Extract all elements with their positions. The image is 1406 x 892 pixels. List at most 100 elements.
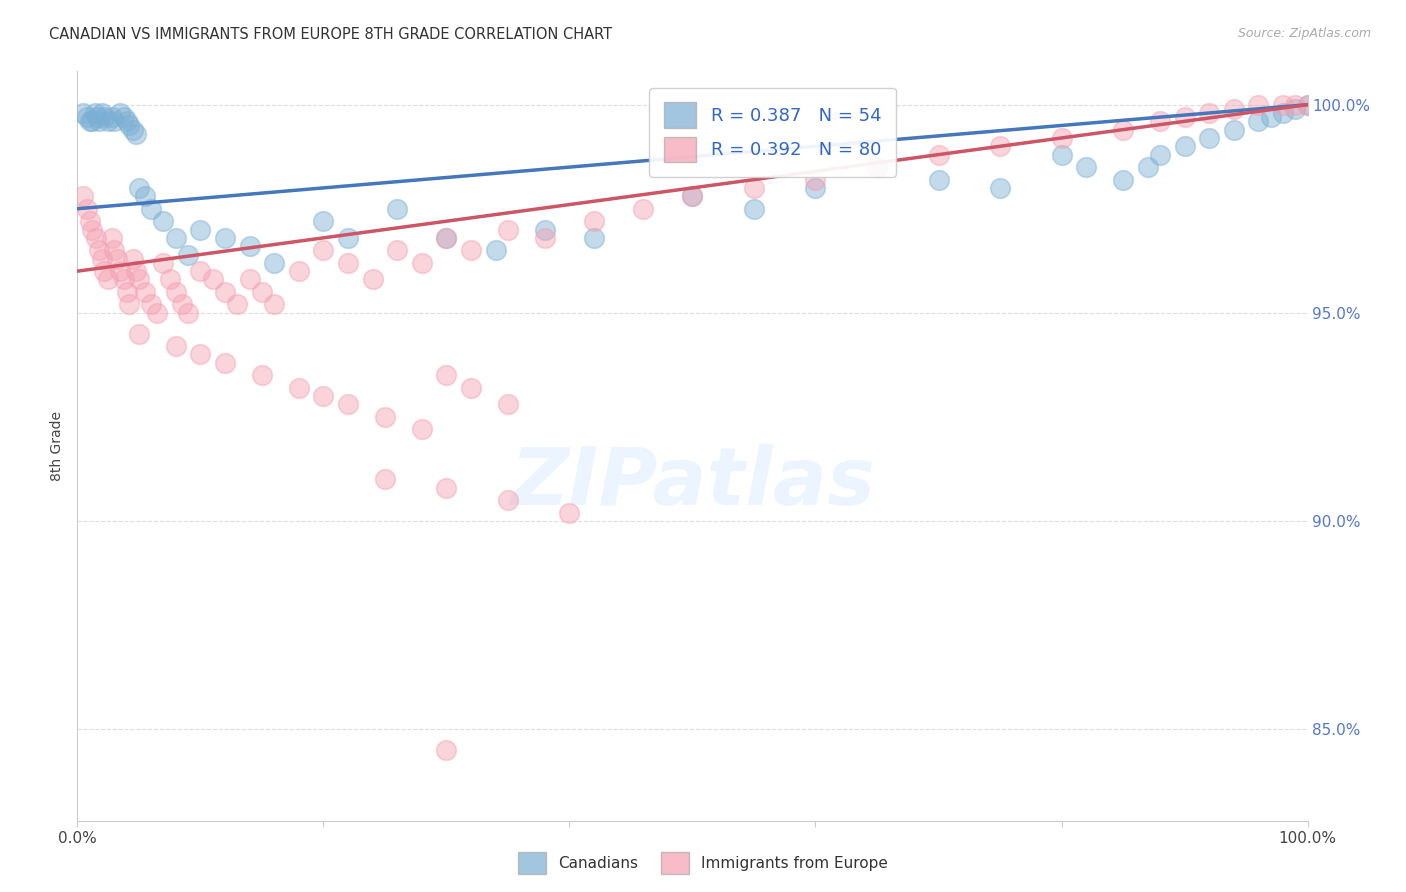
- Point: [460, 244, 482, 258]
- Text: CANADIAN VS IMMIGRANTS FROM EUROPE 8TH GRADE CORRELATION CHART: CANADIAN VS IMMIGRANTS FROM EUROPE 8TH G…: [49, 27, 613, 42]
- Point: [84, 231, 107, 245]
- Point: [1272, 97, 1295, 112]
- Point: [928, 147, 950, 161]
- Point: [312, 214, 335, 228]
- Point: [263, 256, 285, 270]
- Point: [1296, 97, 1319, 112]
- Point: [1174, 139, 1197, 153]
- Point: [201, 272, 224, 286]
- Point: [128, 272, 150, 286]
- Point: [128, 181, 150, 195]
- Point: [125, 264, 148, 278]
- Text: ZIPatlas: ZIPatlas: [510, 444, 875, 523]
- Point: [1223, 102, 1246, 116]
- Point: [103, 114, 125, 128]
- Point: [110, 106, 132, 120]
- Point: [1149, 147, 1171, 161]
- Point: [177, 306, 200, 320]
- Point: [93, 110, 115, 124]
- Point: [239, 272, 262, 286]
- Point: [188, 347, 212, 361]
- Point: [337, 231, 360, 245]
- Point: [682, 189, 704, 203]
- Text: Source: ZipAtlas.com: Source: ZipAtlas.com: [1237, 27, 1371, 40]
- Point: [496, 397, 519, 411]
- Point: [76, 202, 98, 216]
- Point: [105, 252, 128, 266]
- Point: [141, 202, 163, 216]
- Point: [250, 285, 273, 299]
- Point: [1247, 97, 1270, 112]
- Point: [337, 256, 360, 270]
- Point: [110, 264, 132, 278]
- Point: [288, 381, 311, 395]
- Point: [263, 297, 285, 311]
- Point: [125, 127, 148, 141]
- Point: [436, 231, 458, 245]
- Point: [214, 356, 236, 370]
- Point: [103, 244, 125, 258]
- Point: [866, 160, 889, 174]
- Legend: R = 0.387   N = 54, R = 0.392   N = 80: R = 0.387 N = 54, R = 0.392 N = 80: [650, 88, 896, 177]
- Point: [165, 231, 187, 245]
- Point: [988, 181, 1011, 195]
- Point: [742, 202, 765, 216]
- Point: [141, 297, 163, 311]
- Point: [374, 472, 396, 486]
- Point: [312, 244, 335, 258]
- Point: [1260, 110, 1282, 124]
- Point: [1296, 97, 1319, 112]
- Point: [177, 247, 200, 261]
- Point: [170, 297, 193, 311]
- Point: [89, 244, 111, 258]
- Point: [1223, 122, 1246, 136]
- Point: [188, 222, 212, 236]
- Point: [112, 110, 135, 124]
- Point: [159, 272, 181, 286]
- Point: [312, 389, 335, 403]
- Point: [97, 272, 120, 286]
- Point: [411, 422, 433, 436]
- Point: [250, 368, 273, 383]
- Point: [742, 181, 765, 195]
- Point: [558, 506, 581, 520]
- Point: [165, 339, 187, 353]
- Point: [374, 409, 396, 424]
- Point: [928, 172, 950, 186]
- Point: [361, 272, 384, 286]
- Point: [1198, 131, 1220, 145]
- Point: [1112, 122, 1135, 136]
- Point: [633, 202, 655, 216]
- Point: [89, 114, 111, 128]
- Point: [436, 368, 458, 383]
- Point: [97, 114, 120, 128]
- Point: [385, 202, 409, 216]
- Point: [134, 189, 156, 203]
- Point: [337, 397, 360, 411]
- Point: [76, 110, 98, 124]
- Point: [496, 493, 519, 508]
- Point: [83, 106, 105, 120]
- Point: [496, 222, 519, 236]
- Point: [214, 231, 236, 245]
- Point: [134, 285, 156, 299]
- Point: [115, 285, 138, 299]
- Point: [1136, 160, 1159, 174]
- Point: [1149, 114, 1171, 128]
- Y-axis label: 8th Grade: 8th Grade: [51, 411, 65, 481]
- Point: [436, 231, 458, 245]
- Point: [101, 110, 124, 124]
- Point: [239, 239, 262, 253]
- Point: [460, 381, 482, 395]
- Point: [411, 256, 433, 270]
- Point: [121, 252, 143, 266]
- Point: [226, 297, 249, 311]
- Point: [534, 222, 557, 236]
- Point: [188, 264, 212, 278]
- Point: [90, 252, 114, 266]
- Point: [804, 172, 827, 186]
- Point: [82, 114, 104, 128]
- Point: [288, 264, 311, 278]
- Point: [115, 114, 138, 128]
- Point: [1284, 102, 1306, 116]
